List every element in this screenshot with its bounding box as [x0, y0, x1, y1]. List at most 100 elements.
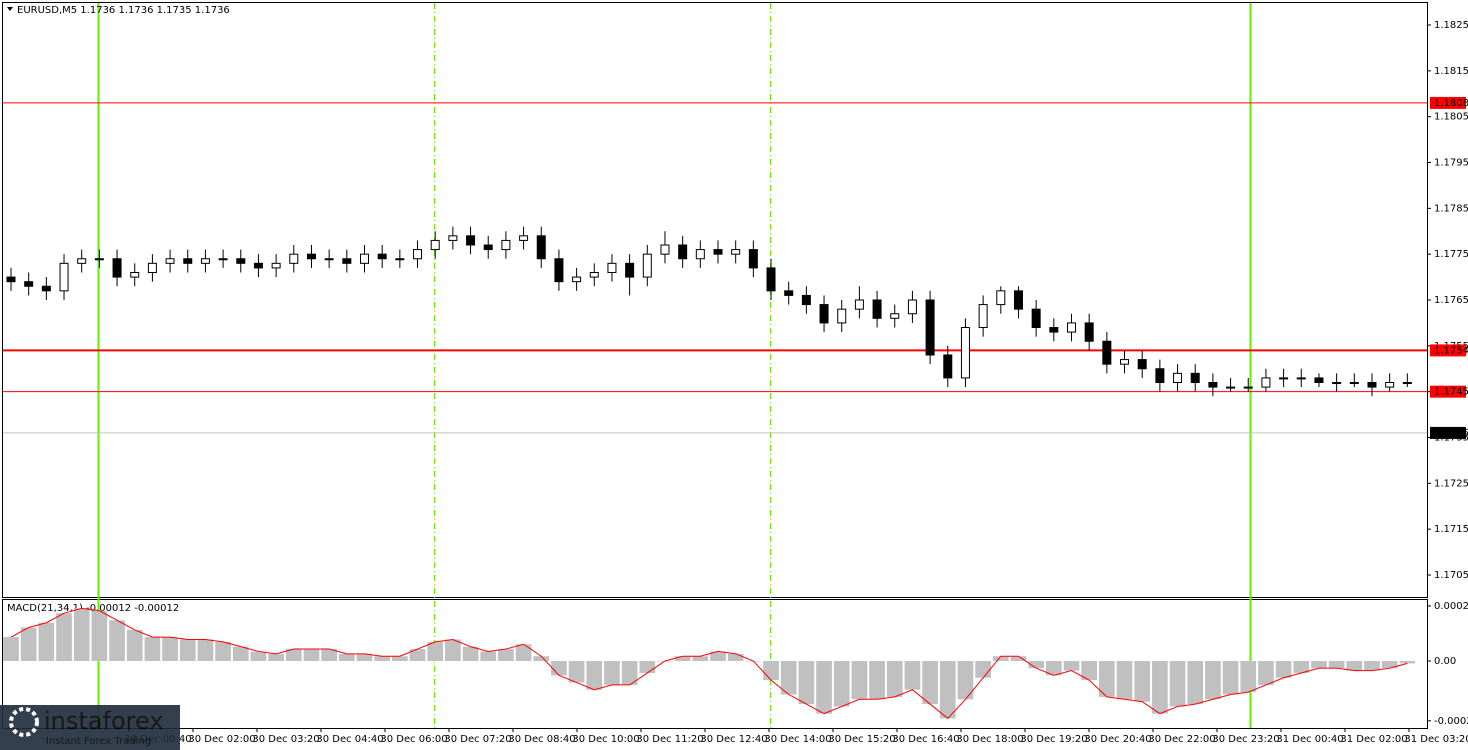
macd-bar [674, 656, 691, 662]
candle-body [6, 276, 16, 283]
macd-bar [1134, 661, 1151, 702]
macd-bar [20, 627, 37, 662]
x-tick-label: 30 Dec 03:20 [252, 734, 319, 745]
candle-body [907, 299, 917, 315]
y-tick-label: 1.1705 [1434, 570, 1468, 581]
candle-body [1084, 322, 1094, 342]
watermark: instaforex Instant Forex Trading [0, 705, 180, 750]
level-label: 1.1808 [1434, 98, 1468, 109]
macd-bar [321, 649, 337, 662]
x-tick-label: 30 Dec 11:20 [636, 734, 703, 745]
macd-bar [179, 639, 196, 662]
y-tick-label: 1.1725 [1434, 478, 1468, 489]
macd-bar [763, 661, 779, 681]
macd-bar [833, 661, 850, 707]
x-tick-label: 30 Dec 14:00 [764, 734, 831, 745]
macd-bar [1275, 661, 1292, 678]
macd-bar [3, 637, 19, 662]
candle-body [978, 304, 988, 329]
y-tick-label: 1.1805 [1434, 112, 1468, 123]
candle-body [554, 258, 564, 283]
macd-bar [533, 656, 550, 662]
x-tick-label: 30 Dec 19:20 [1020, 734, 1087, 745]
candle-body [1367, 382, 1377, 388]
x-tick-label: 30 Dec 22:00 [1148, 734, 1215, 745]
candle-body [872, 299, 882, 319]
watermark-bg [0, 705, 180, 750]
macd-bar [462, 646, 479, 662]
candle-body [271, 262, 281, 269]
candle-body [165, 258, 175, 264]
macd-bar [904, 661, 921, 690]
candle-body [678, 244, 688, 260]
macd-bar [1222, 661, 1239, 695]
macd-bar [250, 651, 267, 662]
macd-bar [639, 661, 656, 673]
macd-bar [73, 608, 90, 662]
candle-body [448, 235, 458, 241]
candle-body [1385, 382, 1395, 388]
macd-bar [197, 639, 214, 662]
macd-bar [38, 622, 55, 662]
candle-body [413, 249, 423, 260]
candle-body [1279, 377, 1289, 380]
y2-tick-label: 0.00023 [1434, 601, 1468, 612]
candle-body [960, 327, 970, 379]
candle-body [77, 258, 87, 264]
candle-body [395, 258, 405, 261]
candle-body [1173, 372, 1183, 384]
x-tick-label: 31 Dec 03:20 [1404, 734, 1468, 745]
session-lines [97, 3, 1252, 728]
macd-bar [1081, 661, 1098, 681]
macd-bar [303, 649, 320, 662]
x-tick-label: 30 Dec 10:00 [572, 734, 639, 745]
x-tick-label: 30 Dec 15:20 [828, 734, 895, 745]
candle-body [801, 294, 811, 306]
macd-line [10, 607, 1408, 720]
candle-body [1332, 382, 1342, 384]
macd-bar [498, 649, 514, 662]
candle-body [24, 281, 34, 287]
indicator-label: MACD(21,34,1) -0.00012 -0.00012 [7, 603, 179, 614]
y2-tick-label: 0.00 [1434, 656, 1456, 667]
macd-bar [939, 661, 956, 719]
level-label-bg [1430, 344, 1466, 357]
y-tick-label: 1.1815 [1434, 66, 1468, 77]
macd-bar [1328, 661, 1345, 669]
y-tick-label: 1.1715 [1434, 524, 1468, 535]
macd-bar [798, 661, 815, 705]
macd-bar [1258, 661, 1274, 685]
price-label-bg [1430, 426, 1466, 439]
candle-body [625, 262, 635, 278]
candle-body [748, 249, 758, 269]
x-tick-label: 30 Dec 06:00 [380, 734, 447, 745]
candle-body [94, 258, 104, 261]
macd-bar [91, 610, 108, 662]
macd-bar [1063, 661, 1080, 671]
x-tick-label: 30 Dec 16:40 [892, 734, 959, 745]
candle-body [1013, 290, 1023, 310]
macd-bar [268, 653, 284, 662]
candle-body [1102, 340, 1112, 365]
candle-body [837, 308, 847, 324]
x-tick-label: 30 Dec 20:40 [1084, 734, 1151, 745]
candle-body [819, 304, 829, 324]
candle-body [1296, 377, 1306, 380]
macd-bar [1045, 661, 1062, 676]
y-tick-label: 1.1775 [1434, 249, 1468, 260]
candle-body [1243, 386, 1253, 389]
macd-bar [56, 613, 72, 662]
macd-bar [621, 661, 638, 685]
candle-body [360, 253, 369, 264]
macd-bar [1293, 661, 1310, 673]
macd-bar [109, 620, 125, 662]
candle-body [589, 272, 599, 278]
candle-body [183, 258, 193, 264]
macd-bar [886, 661, 903, 697]
candle-body [607, 262, 617, 274]
level-label-bg [1430, 96, 1466, 109]
y-tick-label: 1.1795 [1434, 158, 1468, 169]
macd-bar [1187, 661, 1204, 705]
